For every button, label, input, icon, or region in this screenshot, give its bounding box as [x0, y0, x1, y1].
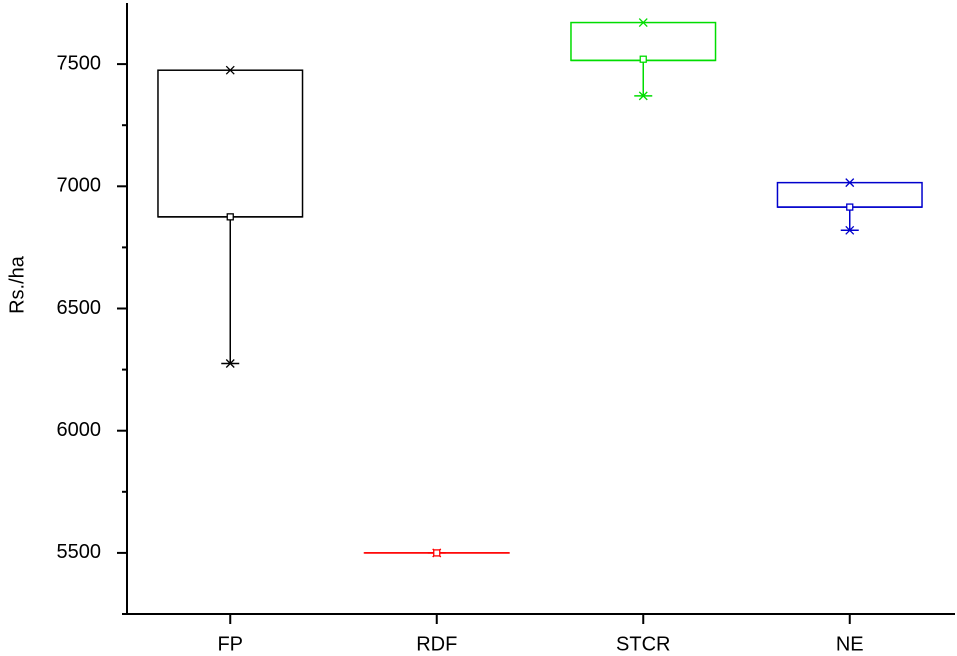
y-tick-label: 7500 [57, 52, 102, 74]
max-marker [845, 178, 855, 188]
y-tick-label: 7000 [57, 175, 102, 197]
x-tick-label: RDF [416, 633, 457, 655]
y-axis-label: Rs./ha [6, 255, 28, 314]
y-tick-label: 5500 [57, 541, 102, 563]
x-tick-label: NE [836, 633, 864, 655]
min-marker [225, 359, 235, 368]
box [157, 69, 304, 218]
x-tick-label: FP [217, 633, 243, 655]
mean-marker [846, 203, 854, 211]
max-marker [638, 18, 648, 28]
box [776, 181, 923, 208]
min-marker [845, 225, 855, 235]
mean-marker [639, 55, 647, 63]
box [570, 21, 717, 62]
min-marker [638, 91, 648, 101]
max-marker [225, 65, 235, 75]
y-tick-label: 6500 [57, 297, 102, 319]
mean-marker [433, 549, 441, 557]
y-tick-label: 6000 [57, 419, 102, 441]
x-tick-label: STCR [616, 633, 670, 655]
mean-marker [226, 213, 234, 221]
